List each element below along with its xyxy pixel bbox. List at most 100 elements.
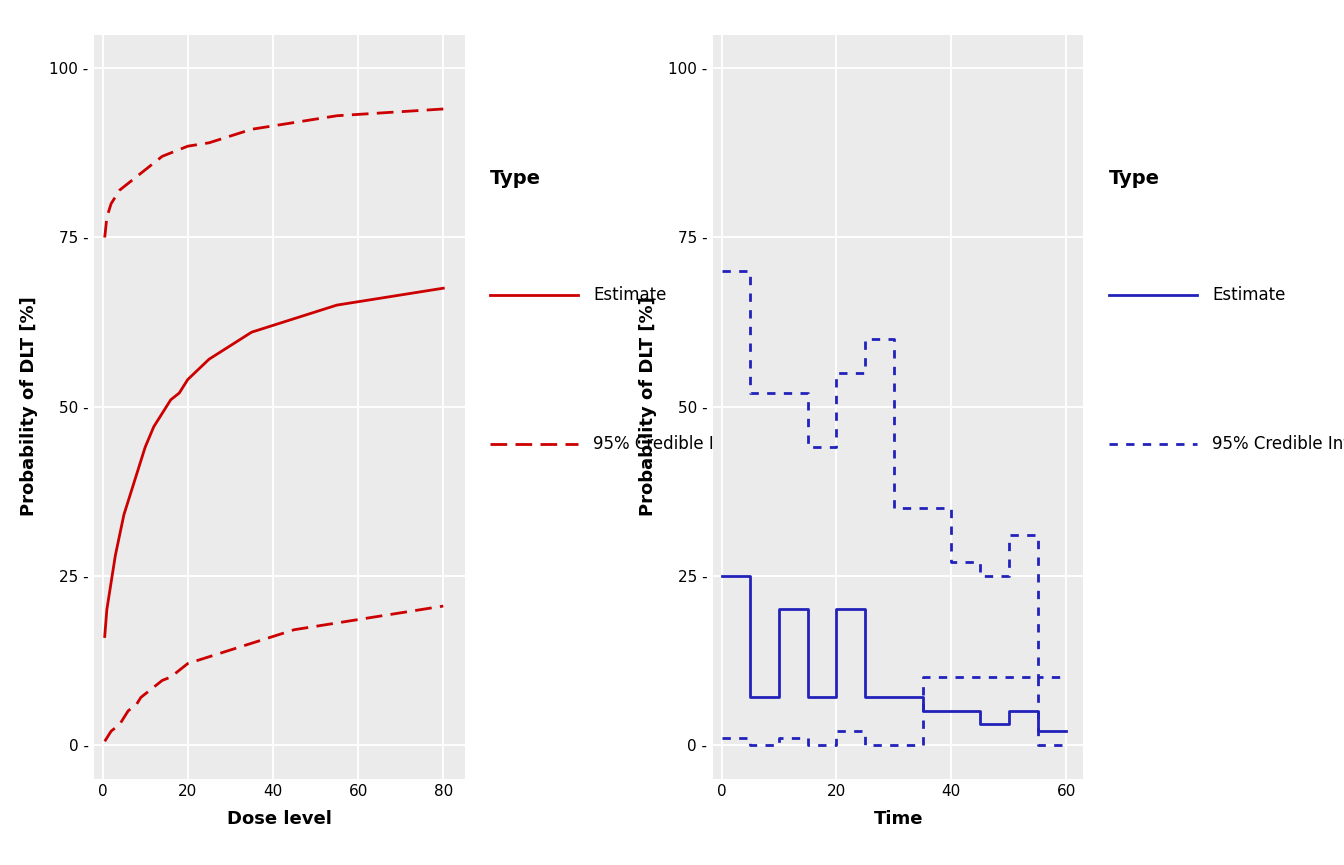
Estimate [972, 706, 988, 716]
95% Credible Interval [435, 104, 452, 114]
95% Credible Interval [308, 114, 324, 125]
95% Credible Interval [120, 178, 136, 189]
Estimate [108, 550, 124, 561]
Estimate [800, 605, 816, 615]
95% Credible Interval [972, 570, 988, 580]
95% Credible Interval [857, 368, 874, 378]
Estimate [286, 313, 302, 324]
Estimate [97, 631, 113, 642]
95% Credible Interval [133, 168, 149, 178]
Estimate [1030, 726, 1046, 736]
Estimate [265, 320, 281, 330]
Estimate [137, 442, 153, 452]
Line: 95% Credible Interval: 95% Credible Interval [105, 109, 444, 238]
Estimate [202, 354, 218, 364]
Estimate [1030, 706, 1046, 716]
Estimate [1001, 706, 1017, 716]
95% Credible Interval [800, 442, 816, 452]
Estimate [371, 293, 387, 304]
95% Credible Interval [222, 131, 238, 141]
Y-axis label: Probability of DLT [%]: Probability of DLT [%] [20, 297, 38, 516]
95% Credible Interval [1058, 672, 1074, 682]
Text: 95% Credible Interval: 95% Credible Interval [593, 435, 773, 452]
95% Credible Interval [1001, 570, 1017, 580]
Estimate [972, 719, 988, 729]
95% Credible Interval [125, 175, 141, 185]
95% Credible Interval [392, 106, 409, 117]
95% Credible Interval [1001, 530, 1017, 541]
95% Credible Interval [145, 158, 161, 169]
Estimate [163, 394, 179, 405]
Estimate [1058, 726, 1074, 736]
Estimate [828, 605, 844, 615]
Estimate [857, 692, 874, 702]
95% Credible Interval [771, 388, 788, 398]
Estimate [155, 408, 171, 419]
95% Credible Interval [265, 121, 281, 131]
Estimate [103, 577, 120, 587]
95% Credible Interval [137, 164, 153, 175]
Estimate [171, 388, 187, 398]
Estimate [886, 692, 902, 702]
Y-axis label: Probability of DLT [%]: Probability of DLT [%] [638, 297, 657, 516]
Estimate [943, 706, 960, 716]
Estimate [99, 605, 116, 615]
95% Credible Interval [742, 266, 758, 277]
Estimate [771, 692, 788, 702]
95% Credible Interval [972, 557, 988, 567]
Estimate [943, 706, 960, 716]
95% Credible Interval [1030, 530, 1046, 541]
Estimate [243, 327, 259, 337]
95% Credible Interval [914, 503, 930, 513]
Text: Estimate: Estimate [593, 286, 667, 304]
Estimate [125, 483, 141, 493]
95% Credible Interval [771, 388, 788, 398]
95% Credible Interval [349, 109, 366, 119]
Estimate [435, 283, 452, 293]
Text: Estimate: Estimate [1212, 286, 1285, 304]
95% Credible Interval [371, 108, 387, 119]
95% Credible Interval [97, 233, 113, 243]
95% Credible Interval [828, 368, 844, 378]
95% Credible Interval [103, 198, 120, 208]
95% Credible Interval [742, 388, 758, 398]
95% Credible Interval [180, 141, 196, 151]
Estimate [914, 706, 930, 716]
95% Credible Interval [857, 334, 874, 344]
95% Credible Interval [943, 503, 960, 513]
Estimate [133, 456, 149, 466]
Estimate [771, 605, 788, 615]
95% Credible Interval [286, 118, 302, 128]
Text: 95% Credible Interval: 95% Credible Interval [1212, 435, 1344, 452]
Estimate [349, 297, 366, 307]
Line: 95% Credible Interval: 95% Credible Interval [722, 272, 1066, 677]
95% Credible Interval [1030, 672, 1046, 682]
Estimate [414, 286, 430, 297]
X-axis label: Time: Time [874, 811, 923, 828]
95% Credible Interval [108, 192, 124, 202]
Estimate [145, 421, 161, 432]
Estimate [742, 570, 758, 580]
95% Credible Interval [329, 111, 345, 121]
Estimate [800, 692, 816, 702]
Line: Estimate: Estimate [105, 288, 444, 637]
95% Credible Interval [112, 185, 128, 195]
95% Credible Interval [116, 182, 132, 192]
Estimate [828, 692, 844, 702]
Estimate [857, 605, 874, 615]
95% Credible Interval [943, 557, 960, 567]
Estimate [116, 509, 132, 520]
X-axis label: Dose level: Dose level [227, 811, 332, 828]
95% Credible Interval [171, 144, 187, 155]
Estimate [180, 375, 196, 385]
Estimate [129, 469, 145, 479]
95% Credible Interval [886, 503, 902, 513]
95% Credible Interval [99, 212, 116, 222]
Text: Type: Type [491, 169, 542, 188]
Estimate [112, 530, 128, 541]
95% Credible Interval [202, 138, 218, 148]
95% Credible Interval [800, 388, 816, 398]
Estimate [914, 692, 930, 702]
Text: Type: Type [1109, 169, 1160, 188]
Estimate [392, 290, 409, 300]
